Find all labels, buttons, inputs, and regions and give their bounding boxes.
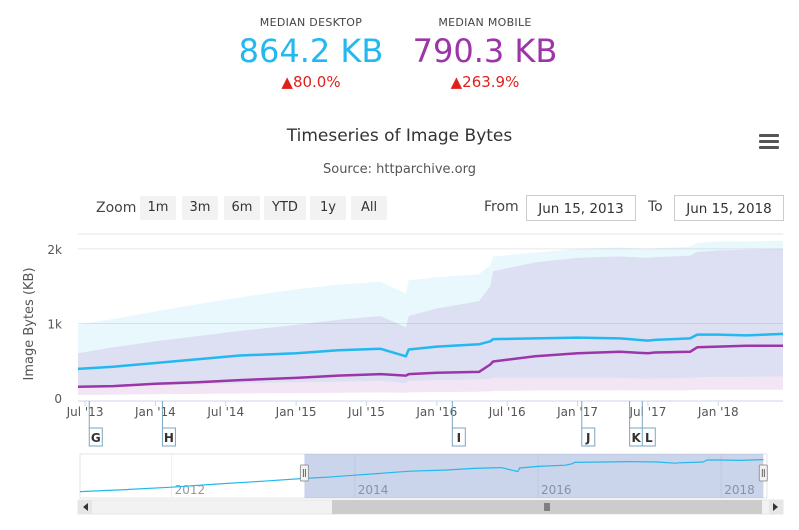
metric-mobile-value: 790.3 KB — [412, 32, 558, 70]
navigator-right-handle[interactable] — [758, 464, 768, 482]
x-tick-label: Jan '15 — [275, 405, 317, 419]
zoom-6m-button[interactable]: 6m — [224, 196, 260, 220]
to-date-input[interactable]: Jun 15, 2018 — [674, 195, 784, 221]
flag-label-J: J — [585, 431, 590, 445]
navigator-selection — [304, 454, 764, 498]
metric-mobile-change: ▲263.9% — [450, 73, 520, 91]
x-tick-label: Jul '17 — [628, 405, 666, 419]
x-tick-label: Jan '18 — [697, 405, 739, 419]
desktop-range-band — [78, 240, 783, 387]
navigator-series-line — [79, 459, 764, 493]
flag-label-L: L — [645, 431, 653, 445]
mobile-range-band — [78, 248, 783, 395]
chart-title: Timeseries of Image Bytes — [286, 126, 513, 146]
metric-desktop: MEDIAN DESKTOP 864.2 KB ▲80.0% — [226, 16, 396, 91]
x-tick-label: Jan '16 — [415, 405, 457, 419]
metric-mobile: MEDIAN MOBILE 790.3 KB ▲263.9% — [400, 16, 570, 91]
navigator-year-label-2018: 2018 — [724, 483, 755, 497]
navigator-frame — [79, 453, 768, 499]
x-tick-label: Jul '15 — [347, 405, 385, 419]
desktop-median-line — [77, 332, 784, 371]
scrollbar-thumb[interactable] — [332, 500, 762, 514]
navigator-year-label-2014: 2014 — [358, 483, 389, 497]
metric-desktop-change: ▲80.0% — [281, 73, 341, 91]
flag-box-J — [581, 427, 596, 447]
flag-label-K: K — [631, 431, 641, 445]
zoom-label: Zoom — [96, 200, 137, 216]
zoom-1m-button[interactable]: 1m — [140, 196, 176, 220]
zoom-3m-button[interactable]: 3m — [182, 196, 218, 220]
flag-label-G: G — [91, 431, 101, 445]
flag-label-I: I — [457, 431, 461, 445]
scroll-left-button[interactable] — [78, 500, 92, 514]
metric-desktop-label: MEDIAN DESKTOP — [259, 16, 363, 29]
y-axis-label: Image Bytes (KB) — [22, 267, 37, 380]
x-tick-label: Jul '14 — [206, 405, 244, 419]
flag-box-I — [451, 427, 466, 447]
x-tick-label: Jan '17 — [556, 405, 598, 419]
y-tick-label-0: 0 — [54, 392, 62, 406]
metric-mobile-label: MEDIAN MOBILE — [438, 16, 532, 29]
x-tick-label: Jan '14 — [134, 405, 176, 419]
flag-box-K — [629, 427, 644, 447]
metric-desktop-value: 864.2 KB — [238, 32, 384, 70]
chart-subtitle: Source: httparchive.org — [322, 162, 477, 177]
triangle-left-icon — [83, 503, 88, 511]
y-tick-label-2k: 2k — [47, 243, 62, 257]
flag-box-G — [88, 427, 103, 447]
to-label: To — [648, 199, 663, 215]
navigator-year-label-2012: 2012 — [175, 483, 206, 497]
y-tick-label-1k: 1k — [47, 317, 62, 331]
zoom-ytd-button[interactable]: YTD — [264, 196, 306, 220]
navigator-year-label-2016: 2016 — [541, 483, 572, 497]
zoom-1y-button[interactable]: 1y — [310, 196, 346, 220]
navigator-left-handle[interactable] — [299, 464, 309, 482]
x-tick-label: Jul '13 — [66, 405, 104, 419]
hamburger-menu-icon[interactable] — [759, 134, 779, 150]
scroll-right-button[interactable] — [769, 500, 783, 514]
flag-label-H: H — [164, 431, 174, 445]
from-date-input[interactable]: Jun 15, 2013 — [526, 195, 636, 221]
x-tick-label: Jul '16 — [488, 405, 526, 419]
mobile-median-line — [77, 344, 783, 389]
zoom-all-button[interactable]: All — [351, 196, 387, 220]
flag-box-H — [161, 427, 176, 447]
triangle-right-icon — [773, 503, 778, 511]
from-label: From — [484, 199, 519, 215]
flag-box-L — [641, 427, 656, 447]
scrollbar-track — [77, 499, 784, 515]
